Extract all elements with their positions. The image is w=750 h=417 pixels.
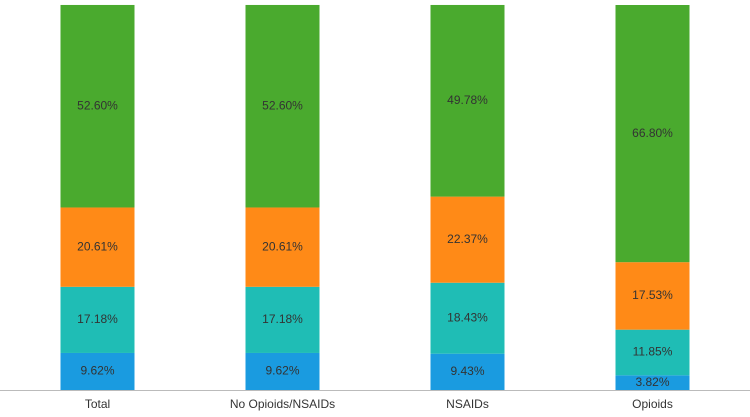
x-tick-label: No Opioids/NSAIDs (230, 397, 335, 411)
bar-segment (245, 207, 320, 287)
value-label: 66.80% (632, 126, 673, 140)
bar-segment (615, 262, 690, 330)
bar-segment (60, 286, 135, 353)
value-label: 17.18% (262, 312, 303, 326)
value-label: 52.60% (262, 98, 303, 112)
value-label: 9.62% (265, 364, 299, 378)
value-label: 18.43% (447, 310, 488, 324)
bar-segment (430, 282, 505, 354)
value-label: 20.61% (262, 239, 303, 253)
bar-segment (430, 196, 505, 283)
value-label: 9.43% (450, 364, 484, 378)
value-label: 3.82% (635, 375, 669, 389)
bar-segment (430, 4, 505, 197)
value-label: 17.53% (632, 288, 673, 302)
value-label: 52.60% (77, 98, 118, 112)
value-label: 17.18% (77, 312, 118, 326)
bar-segment (615, 375, 690, 390)
bar-segment (615, 5, 690, 263)
bar-segment (245, 286, 320, 353)
bar-segment (245, 4, 320, 208)
value-label: 49.78% (447, 93, 488, 107)
bar-segment (60, 4, 135, 208)
value-label: 20.61% (77, 239, 118, 253)
x-tick-label: NSAIDs (446, 397, 489, 411)
bar-segment (60, 352, 135, 390)
bar-segment (245, 352, 320, 390)
bar-segment (60, 207, 135, 287)
x-tick-label: Total (85, 397, 110, 411)
bar-segment (430, 353, 505, 390)
value-label: 11.85% (633, 345, 673, 359)
bar-segment (615, 329, 690, 376)
x-tick-label: Opioids (632, 397, 673, 411)
value-label: 22.37% (447, 232, 488, 246)
value-label: 9.62% (80, 364, 114, 378)
